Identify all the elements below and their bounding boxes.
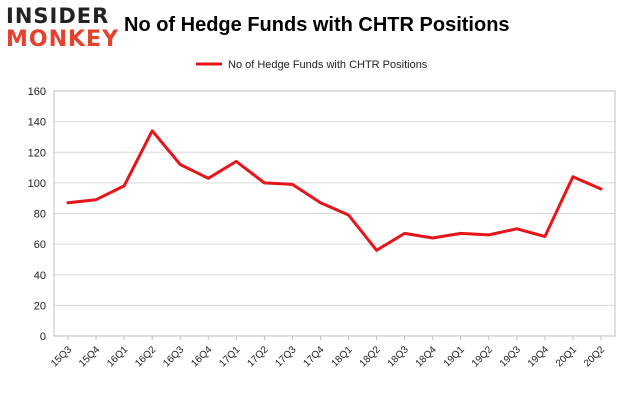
x-tick-label: 20Q1: [554, 344, 579, 369]
legend: No of Hedge Funds with CHTR Positions: [196, 59, 428, 71]
x-axis: 15Q3 15Q4 16Q1 16Q2 16Q3 16Q4 17Q1 17Q2 17Q3 17Q4…: [49, 336, 607, 369]
x-tick-label: 16Q1: [105, 344, 130, 369]
y-tick-label: 60: [34, 239, 46, 251]
y-tick-label: 140: [28, 117, 46, 129]
x-tick-label: 19Q3: [498, 344, 523, 369]
y-axis: 0 20 40 60 80 100 120 140 160: [28, 86, 46, 343]
y-tick-label: 40: [34, 270, 46, 282]
x-tick-label: 18Q1: [330, 344, 355, 369]
x-tick-label: 15Q3: [49, 344, 74, 369]
series-group: [68, 131, 601, 251]
series-line: [68, 131, 601, 251]
x-tick-label: 19Q4: [526, 344, 551, 369]
x-tick-label: 18Q3: [386, 344, 411, 369]
x-tick-label: 17Q4: [302, 344, 327, 369]
x-tick-label: 15Q4: [77, 344, 102, 369]
gridlines: [54, 91, 615, 336]
x-tick-label: 17Q1: [217, 344, 242, 369]
y-tick-label: 120: [28, 147, 46, 159]
x-tick-label: 17Q2: [245, 344, 270, 369]
legend-label: No of Hedge Funds with CHTR Positions: [228, 59, 428, 71]
x-tick-label: 19Q2: [470, 344, 495, 369]
x-tick-label: 16Q4: [189, 344, 214, 369]
y-tick-label: 0: [40, 331, 46, 343]
x-tick-label: 18Q2: [358, 344, 383, 369]
y-tick-label: 20: [34, 300, 46, 312]
x-tick-label: 18Q4: [414, 344, 439, 369]
x-tick-label: 17Q3: [273, 344, 298, 369]
x-tick-label: 16Q2: [133, 344, 158, 369]
x-tick-label: 19Q1: [442, 344, 467, 369]
x-tick-label: 16Q3: [161, 344, 186, 369]
y-tick-label: 160: [28, 86, 46, 98]
x-tick-label: 20Q2: [582, 344, 607, 369]
y-tick-label: 80: [34, 209, 46, 221]
y-tick-label: 100: [28, 178, 46, 190]
